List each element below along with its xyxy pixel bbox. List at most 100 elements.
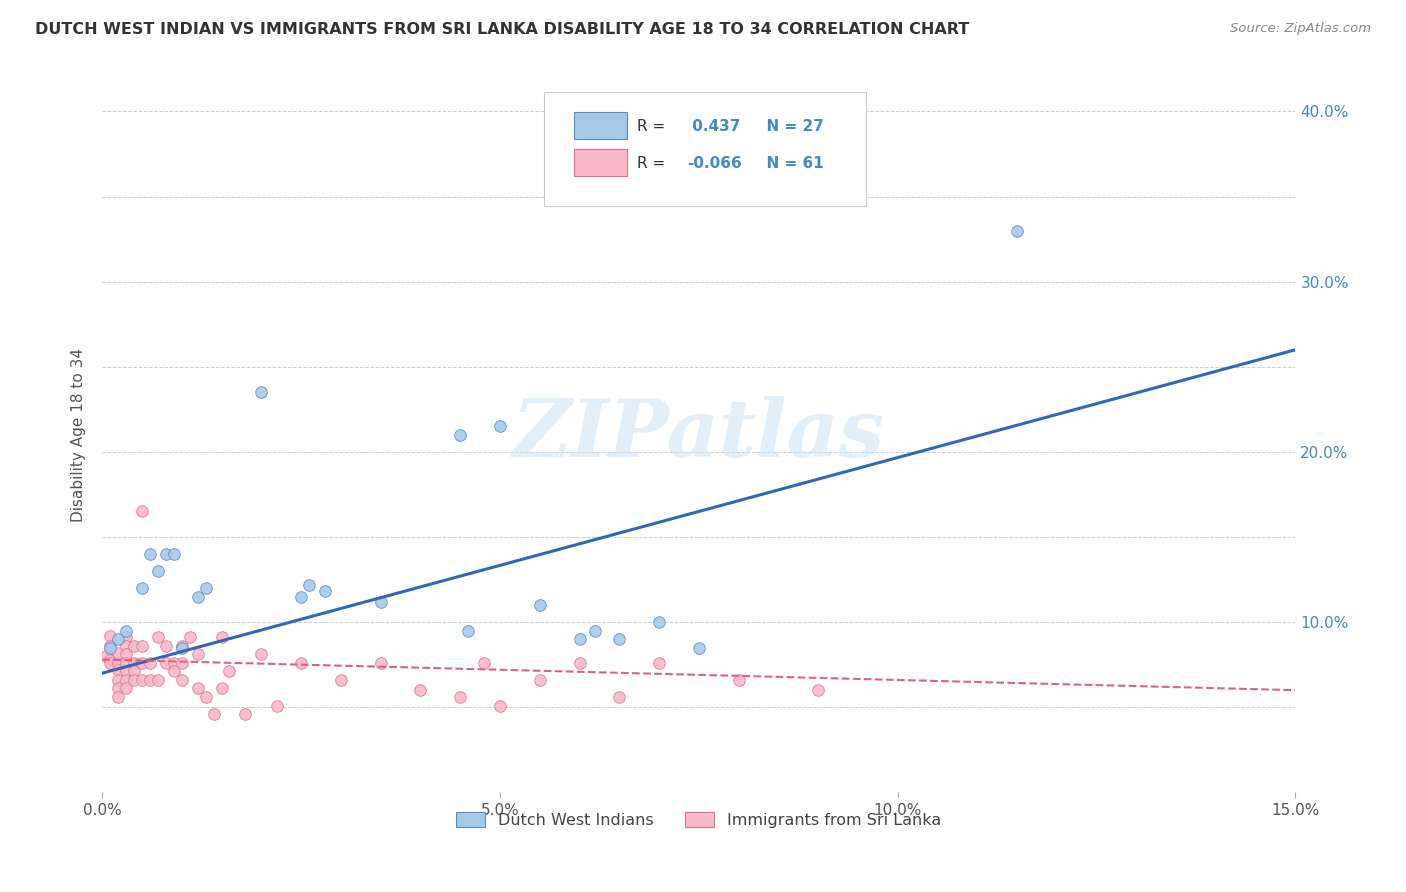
Text: DUTCH WEST INDIAN VS IMMIGRANTS FROM SRI LANKA DISABILITY AGE 18 TO 34 CORRELATI: DUTCH WEST INDIAN VS IMMIGRANTS FROM SRI… (35, 22, 969, 37)
Y-axis label: Disability Age 18 to 34: Disability Age 18 to 34 (72, 348, 86, 522)
Text: ZIPatlas: ZIPatlas (513, 396, 884, 474)
Point (170, 673, 193, 687)
Point (583, 624, 606, 638)
Point (187, 590, 209, 604)
Text: -0.066: -0.066 (688, 156, 741, 170)
Point (155, 639, 177, 653)
Point (115, 648, 138, 662)
Point (607, 632, 630, 647)
Point (688, 640, 710, 655)
Point (115, 631, 138, 645)
Point (568, 656, 591, 670)
Point (648, 615, 671, 629)
Text: N = 61: N = 61 (756, 156, 824, 170)
Point (1005, 224, 1028, 238)
Point (163, 547, 186, 561)
Point (568, 632, 591, 647)
Point (449, 690, 471, 704)
Point (298, 577, 321, 591)
Point (727, 673, 749, 687)
Point (131, 504, 153, 518)
Point (266, 698, 288, 713)
Point (98, 629, 121, 643)
Point (170, 639, 193, 653)
Bar (574, 149, 627, 176)
Point (211, 631, 233, 645)
Point (107, 632, 129, 647)
Point (179, 631, 201, 645)
Point (122, 665, 145, 679)
Point (449, 428, 471, 442)
Point (211, 681, 233, 696)
Point (163, 665, 186, 679)
Point (290, 590, 312, 604)
Point (155, 656, 177, 670)
Point (122, 656, 145, 670)
Point (131, 673, 153, 687)
Bar (574, 112, 627, 139)
Point (146, 564, 169, 578)
Point (370, 656, 392, 670)
Point (107, 663, 129, 677)
Point (370, 595, 392, 609)
Point (115, 639, 138, 653)
Point (115, 624, 138, 638)
Point (98, 639, 121, 653)
Point (409, 683, 432, 698)
Point (139, 656, 162, 670)
Point (98, 652, 121, 666)
Point (607, 690, 630, 704)
Point (807, 104, 830, 119)
Point (202, 706, 225, 721)
Point (314, 584, 336, 599)
Point (170, 656, 193, 670)
Text: N = 27: N = 27 (756, 119, 824, 134)
Point (163, 656, 186, 670)
Point (489, 698, 512, 713)
Point (457, 624, 479, 638)
Point (107, 681, 129, 696)
Point (250, 385, 273, 400)
Point (194, 581, 217, 595)
Point (529, 598, 551, 612)
Point (131, 639, 153, 653)
Point (107, 690, 129, 704)
Point (648, 656, 671, 670)
Point (187, 681, 209, 696)
Point (115, 673, 138, 687)
Point (146, 673, 169, 687)
Point (489, 419, 512, 434)
Point (139, 673, 162, 687)
Point (235, 706, 257, 721)
Point (472, 656, 495, 670)
Point (122, 673, 145, 687)
Legend: Dutch West Indians, Immigrants from Sri Lanka: Dutch West Indians, Immigrants from Sri … (450, 806, 948, 834)
Point (290, 656, 312, 670)
Text: R =: R = (637, 119, 669, 134)
Point (98, 656, 121, 670)
Text: R =: R = (637, 156, 669, 170)
Text: Source: ZipAtlas.com: Source: ZipAtlas.com (1230, 22, 1371, 36)
Text: 0.437: 0.437 (688, 119, 741, 134)
Point (98, 640, 121, 655)
Point (139, 547, 162, 561)
Point (115, 665, 138, 679)
Point (107, 656, 129, 670)
Point (96, 649, 118, 664)
Point (170, 640, 193, 655)
Point (250, 648, 273, 662)
Point (529, 673, 551, 687)
Point (115, 681, 138, 696)
Point (194, 690, 217, 704)
Point (155, 547, 177, 561)
Point (107, 646, 129, 660)
Point (329, 673, 352, 687)
FancyBboxPatch shape (544, 92, 866, 206)
Point (131, 581, 153, 595)
Point (131, 656, 153, 670)
Point (122, 639, 145, 653)
Point (107, 673, 129, 687)
Point (115, 656, 138, 670)
Point (187, 648, 209, 662)
Point (807, 683, 830, 698)
